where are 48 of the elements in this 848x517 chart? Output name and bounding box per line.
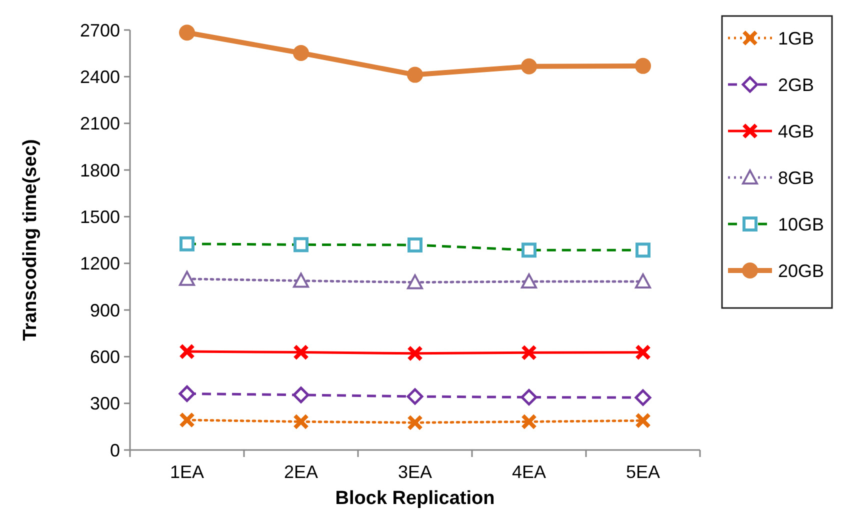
point: [292, 386, 310, 404]
point: [521, 414, 537, 430]
point: [179, 24, 195, 41]
y-tick-label: 2400: [80, 66, 120, 87]
point: [407, 66, 423, 83]
point: [406, 388, 424, 405]
y-tick-label: 300: [90, 394, 120, 414]
point: [293, 344, 309, 360]
legend-label: 20GB: [778, 260, 824, 281]
point: [179, 412, 195, 428]
y-tick-label: 2100: [80, 114, 120, 134]
legend-label: 4GB: [778, 121, 814, 142]
point: [635, 274, 651, 289]
y-tick-label: 2700: [80, 20, 120, 40]
point: [293, 272, 309, 288]
legend-label: 10GB: [778, 214, 824, 234]
point: [520, 389, 538, 406]
y-tick-label: 0: [110, 440, 120, 460]
point: [293, 45, 309, 62]
y-tick-label: 1800: [80, 160, 120, 180]
x-axis-title: Block Replication: [335, 488, 495, 509]
legend-label: 2GB: [778, 74, 814, 95]
y-tick-label: 600: [90, 346, 120, 367]
point: [178, 385, 196, 402]
point: [407, 345, 423, 362]
x-tick-label: 1EA: [170, 462, 204, 482]
x-tick-label: 4EA: [512, 462, 546, 482]
point: [293, 414, 309, 430]
y-tick-label: 1200: [80, 254, 120, 274]
point: [407, 414, 423, 431]
point: [179, 270, 195, 286]
y-tick-label: 1500: [80, 206, 120, 227]
point: [635, 58, 651, 74]
legend-label: 8GB: [778, 168, 814, 188]
point: [521, 274, 537, 289]
legend-label: 1GB: [778, 28, 814, 48]
y-tick-label: 900: [90, 300, 120, 320]
point: [634, 389, 652, 406]
point: [521, 58, 537, 74]
y-axis-title: Transcoding time(sec): [20, 139, 41, 341]
x-tick-label: 2EA: [284, 462, 318, 482]
point: [521, 344, 537, 361]
x-tick-label: 3EA: [398, 462, 432, 482]
point: [635, 344, 651, 360]
point: [635, 412, 651, 429]
point: [179, 344, 195, 360]
point: [407, 274, 423, 290]
x-tick-label: 5EA: [626, 462, 660, 482]
